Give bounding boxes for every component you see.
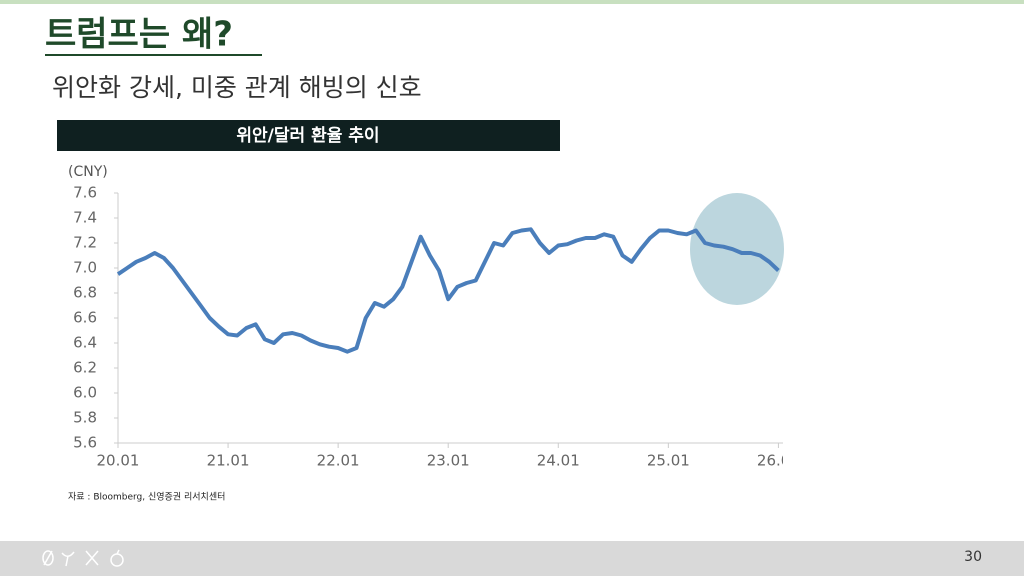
y-tick-label: 6.2 (73, 359, 97, 377)
x-tick-label: 24.01 (537, 452, 580, 470)
x-tick-label: 20.01 (97, 452, 140, 470)
y-tick-label: 5.6 (73, 434, 97, 452)
x-tick-label: 26.01 (757, 452, 800, 470)
top-band (0, 0, 1024, 4)
y-tick-label: 6.6 (73, 309, 97, 327)
slide-title: 트럼프는 왜? (45, 15, 233, 55)
x-tick-label: 22.01 (317, 452, 360, 470)
y-tick-label: 6.0 (73, 384, 97, 402)
page-number: 30 (964, 549, 982, 565)
y-tick-label: 7.6 (73, 184, 97, 202)
y-tick-label: 6.8 (73, 284, 97, 302)
chart-title: 위안/달러 환율 추이 (236, 125, 379, 146)
x-tick-label: 23.01 (427, 452, 470, 470)
y-axis-label: (CNY) (68, 164, 108, 180)
footer (0, 541, 1024, 576)
footer-icons (42, 549, 124, 567)
x-tick-label: 25.01 (647, 452, 690, 470)
y-tick-label: 5.8 (73, 409, 97, 427)
y-tick-label: 7.4 (73, 209, 97, 227)
chart-header (57, 120, 560, 151)
y-tick-label: 7.2 (73, 234, 97, 252)
y-tick-label: 6.4 (73, 334, 97, 352)
y-tick-label: 7.0 (73, 259, 97, 277)
subtitle: 위안화 강세, 미중 관계 해빙의 신호 (52, 73, 422, 102)
source: 자료 : Bloomberg, 신영증권 리서치센터 (68, 491, 225, 503)
series-line (116, 227, 780, 354)
x-tick-label: 21.01 (207, 452, 250, 470)
